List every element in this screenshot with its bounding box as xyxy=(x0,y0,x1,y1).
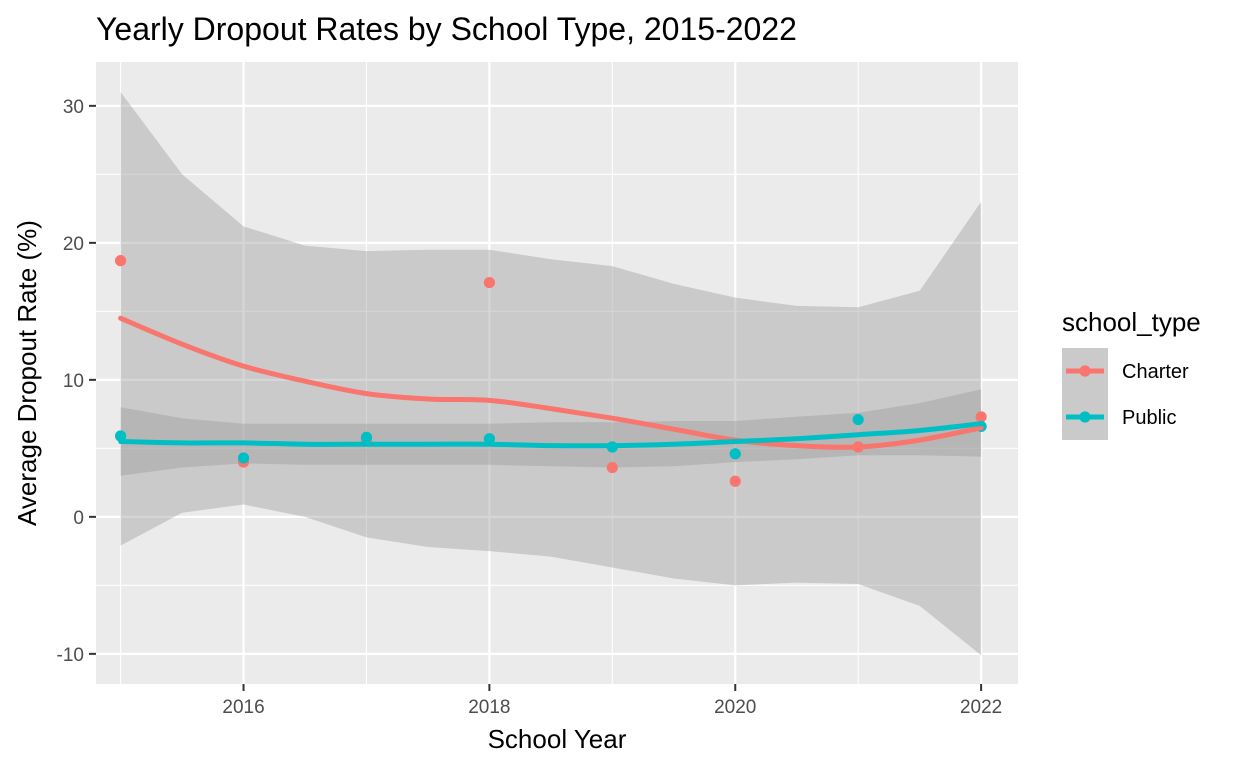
y-axis-title: Average Dropout Rate (%) xyxy=(12,220,42,526)
charter-data-point xyxy=(975,411,987,423)
x-tick-label: 2022 xyxy=(960,697,1002,718)
public-data-point xyxy=(360,431,373,443)
x-tick-label: 2018 xyxy=(468,697,510,718)
legend: school_type Charter Public xyxy=(1062,307,1201,440)
public-data-point xyxy=(114,430,127,442)
x-tick-label: 2016 xyxy=(222,697,264,718)
legend-point-charter xyxy=(1079,365,1091,377)
smoothed-lines xyxy=(118,315,984,450)
public-data-point xyxy=(852,413,864,426)
confidence-bands xyxy=(120,92,982,656)
charter-smooth-line xyxy=(118,315,984,450)
legend-label-public: Public xyxy=(1122,407,1176,429)
y-tick-label: 20 xyxy=(63,234,84,255)
y-axis: -10 0 10 20 30 xyxy=(57,97,96,666)
charter-confidence-band xyxy=(120,92,982,656)
x-tick-label: 2020 xyxy=(714,697,756,718)
charter-data-point xyxy=(729,475,741,487)
y-tick-label: -10 xyxy=(57,645,84,666)
public-smooth-line xyxy=(118,421,984,449)
data-points xyxy=(114,255,987,487)
major-gridlines xyxy=(96,62,1018,684)
public-confidence-band xyxy=(120,389,982,476)
x-axis: 2016 2018 2020 2022 xyxy=(222,684,1002,718)
x-axis-title: School Year xyxy=(488,724,627,754)
charter-data-point xyxy=(606,461,618,474)
charter-data-point xyxy=(483,276,495,289)
public-data-point xyxy=(483,433,495,445)
y-tick-label: 30 xyxy=(63,97,84,118)
public-data-point xyxy=(729,448,741,460)
charter-data-point xyxy=(114,255,127,267)
chart-title: Yearly Dropout Rates by School Type, 201… xyxy=(96,11,797,47)
legend-title: school_type xyxy=(1062,307,1201,337)
plot-panel xyxy=(96,62,1018,684)
public-data-point xyxy=(237,452,250,464)
legend-point-public xyxy=(1079,411,1091,423)
legend-label-charter: Charter xyxy=(1122,361,1189,383)
y-tick-label: 0 xyxy=(73,508,84,529)
y-tick-label: 10 xyxy=(63,371,84,392)
